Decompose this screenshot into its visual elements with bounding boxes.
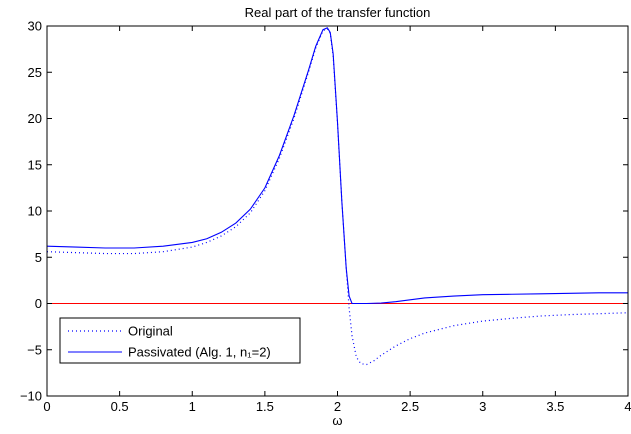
tick-layer: 0 0.5 1 1.5 2 2.5 3 3.5 4 −10 −5 0 5 10 15 20 25 30 [20,19,631,415]
series-layer [46,27,629,366]
x-axis-label: ω [332,413,342,428]
x-tick-label: 3 [479,399,486,414]
x-tick-label: 0 [43,399,50,414]
x-tick-label: 3.5 [546,399,564,414]
legend-label-passivated: Passivated (Alg. 1, n₁=2) [128,345,271,360]
y-tick-label: 30 [28,19,42,34]
series-line-passivated [46,27,628,305]
y-tick-label: 5 [35,250,42,265]
x-tick-label: 1 [189,399,196,414]
y-tick-label: −10 [20,389,42,404]
y-tick-label: 15 [28,157,42,172]
x-tick-label: 0.5 [111,399,129,414]
legend: Original Passivated (Alg. 1, n₁=2) [59,317,301,364]
x-tick-label: 2 [334,399,341,414]
x-tick-label: 1.5 [256,399,274,414]
chart-title: Real part of the transfer function [245,5,431,20]
x-tick-label: 2.5 [401,399,419,414]
y-tick-label: 10 [28,204,42,219]
legend-label-original: Original [128,324,173,339]
x-tick-label: 4 [624,399,631,414]
y-tick-label: 20 [28,111,42,126]
legend-box [59,317,301,364]
y-tick-label: 0 [35,296,42,311]
y-tick-label: −5 [27,342,42,357]
y-tick-label: 25 [28,65,42,80]
